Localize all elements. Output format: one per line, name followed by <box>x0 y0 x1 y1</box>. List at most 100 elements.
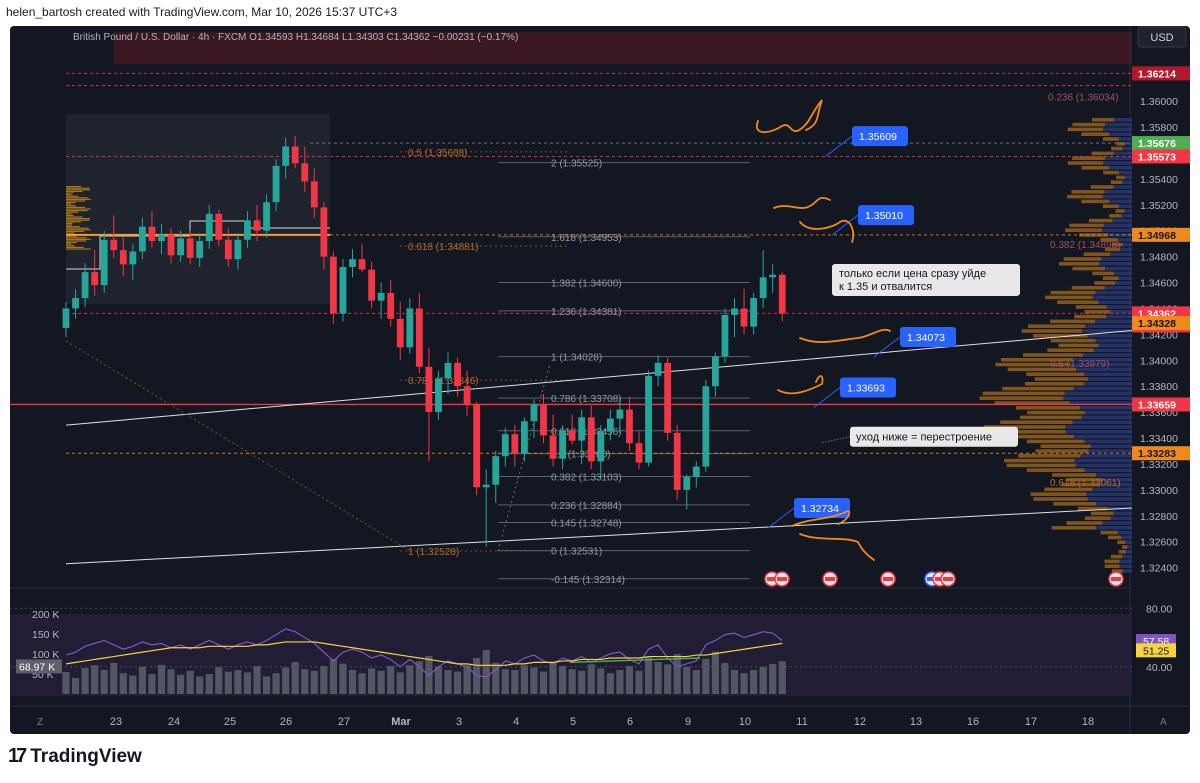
volume-profile-bar <box>1100 238 1118 242</box>
candle-body <box>635 443 643 463</box>
price-chart[interactable]: 2 (1.35525) 1.618 (1.34953) 1.382 (1.34600… <box>10 26 1190 734</box>
candle-body <box>473 404 481 488</box>
price-tick: 1.34600 <box>1140 278 1178 290</box>
volume-bar <box>167 669 175 694</box>
target-label-box[interactable] <box>852 126 908 147</box>
volume-profile-bar <box>1072 122 1106 127</box>
upper-trendline <box>65 329 1133 426</box>
volume-profile-bar <box>1104 564 1120 568</box>
note-box[interactable] <box>850 426 1018 447</box>
volume-profile-bar <box>1113 151 1132 156</box>
target-label-box[interactable] <box>900 326 956 347</box>
volume-profile-bar <box>1040 444 1091 448</box>
volume-profile-bar <box>1119 170 1132 175</box>
volume-profile-bar <box>1098 300 1132 304</box>
price-tick: 1.35200 <box>1140 200 1178 212</box>
volume-profile-bar <box>1072 266 1106 271</box>
volume-bar <box>501 669 509 694</box>
volume-bar <box>291 662 299 694</box>
target-label-box[interactable] <box>858 205 914 226</box>
volume-profile-bar <box>1051 526 1096 530</box>
volume-profile-bar <box>1066 521 1103 525</box>
volume-bar <box>224 671 232 694</box>
volume-bar <box>511 670 519 694</box>
volume-profile-bar <box>1119 247 1132 252</box>
volume-bar <box>348 670 357 694</box>
fib-right-label: 0.236 (1.36034) <box>1048 93 1119 104</box>
volume-profile-bar <box>1100 530 1118 535</box>
price-label-text: 1.34328 <box>1138 318 1176 330</box>
candle-body <box>759 277 767 299</box>
volume-profile-bar <box>1006 463 1076 468</box>
volume-profile-bar <box>1034 377 1089 381</box>
timezone-corner-label[interactable]: Z <box>37 717 43 728</box>
volume-bar <box>177 674 185 694</box>
volume-profile-bar <box>1125 540 1132 544</box>
volume-profile-bar <box>1124 175 1132 180</box>
volume-profile-bar <box>1083 252 1111 256</box>
candle-body <box>358 259 366 270</box>
rsi-label-tag <box>1136 643 1176 658</box>
volume-profile-bar <box>1000 420 1073 424</box>
candle-body <box>425 366 433 413</box>
candle-body <box>740 308 748 327</box>
volume-bar <box>138 666 146 694</box>
volume-profile-bar <box>1105 266 1132 271</box>
target-label-box[interactable] <box>840 377 896 398</box>
volume-profile-bar <box>1123 242 1132 247</box>
price-tick: 1.32600 <box>1140 537 1178 549</box>
volume-profile-bar <box>1061 482 1101 487</box>
volume-profile-bar <box>1110 180 1123 184</box>
candle-body <box>568 430 576 441</box>
volume-profile-bar <box>1015 406 1080 410</box>
candle-body <box>549 435 557 459</box>
handwritten-scribble <box>755 99 823 134</box>
volume-profile-bar <box>1019 415 1082 420</box>
candle-body <box>530 404 538 422</box>
time-tick: 9 <box>685 716 691 728</box>
volume-profile-bar <box>1115 209 1125 213</box>
chart-panel[interactable]: 2 (1.35525) 1.618 (1.34953) 1.382 (1.34600… <box>10 26 1190 734</box>
price-label-text: 1.35573 <box>1138 151 1176 163</box>
candle-body <box>521 421 528 454</box>
volume-bar <box>683 666 691 694</box>
volume-bar <box>358 673 366 694</box>
flag-stripe <box>767 577 777 581</box>
note-box[interactable] <box>832 263 1020 296</box>
volume-bar <box>568 669 576 694</box>
volume-profile-bar <box>1096 473 1132 477</box>
handwritten-scribble <box>799 328 891 343</box>
candle-body <box>119 250 127 265</box>
currency-button[interactable]: USD <box>1137 26 1187 48</box>
volume-profile-bar <box>1105 156 1132 160</box>
volume-profile-bar <box>1090 444 1132 448</box>
volume-profile-bar <box>1119 564 1132 568</box>
volume-bar <box>62 672 70 694</box>
candle-body <box>692 466 700 477</box>
chart-caption: helen_bartosh created with TradingView.c… <box>6 5 398 19</box>
volume-bar <box>196 676 204 694</box>
volume-bar <box>253 666 261 694</box>
volume-bar <box>396 672 404 694</box>
time-tick: 23 <box>110 716 122 728</box>
candle-body <box>645 375 652 463</box>
candle-body <box>244 220 251 240</box>
price-tick: 1.36000 <box>1140 96 1178 108</box>
volume-profile-bar <box>1084 310 1111 314</box>
target-label-box[interactable] <box>794 498 850 519</box>
lower-trendline <box>65 507 1133 565</box>
volume-profile-bar <box>1112 218 1132 223</box>
volume-bar <box>186 670 194 694</box>
volume-profile-bar <box>1116 175 1125 180</box>
volume-bar <box>606 673 614 694</box>
volume-profile-bar <box>1127 545 1132 549</box>
volume-bar <box>453 671 462 694</box>
volume-profile-bar <box>979 396 1064 400</box>
volume-profile-bar <box>1065 228 1102 232</box>
auto-scale-button[interactable]: A <box>1160 717 1167 728</box>
price-tick: 1.35800 <box>1140 122 1178 134</box>
candle-body <box>721 314 729 357</box>
volume-marker-tag <box>16 659 62 674</box>
candle-body <box>626 409 633 444</box>
volume-profile-bar <box>1103 137 1119 141</box>
